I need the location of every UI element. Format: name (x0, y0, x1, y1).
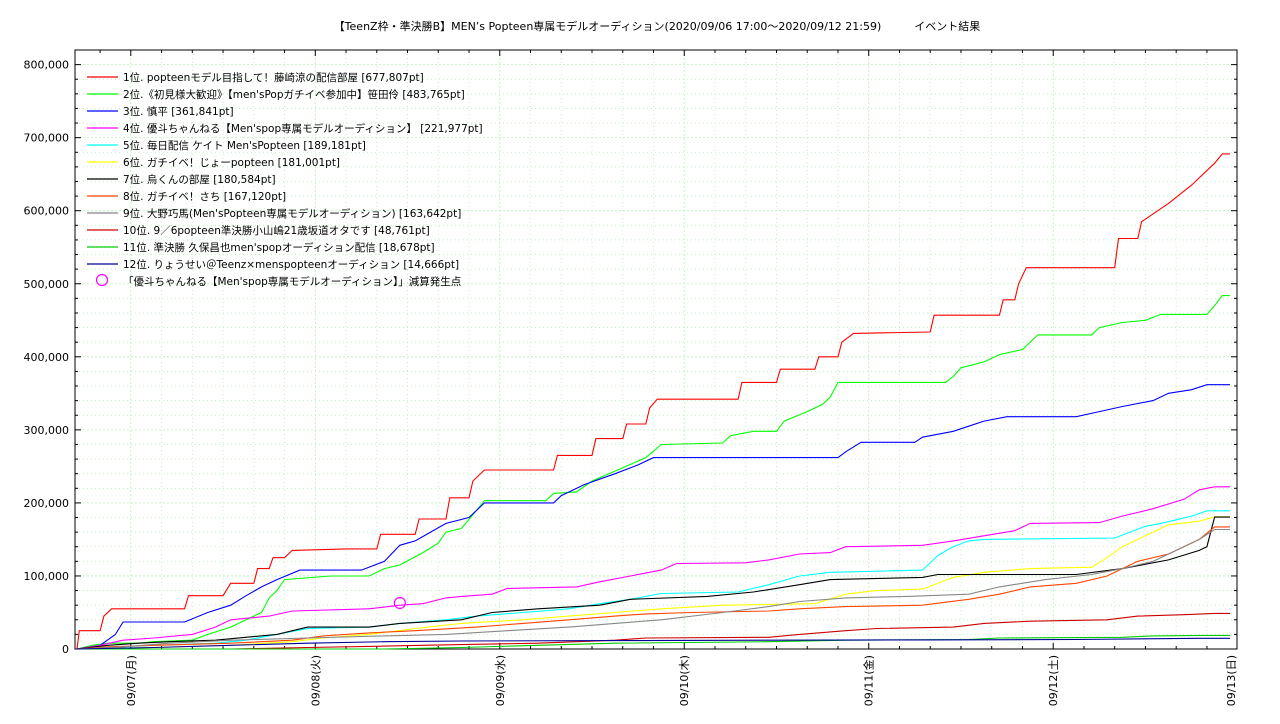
grid (75, 49, 1237, 649)
series-line-4 (76, 486, 1230, 650)
series-line-7 (76, 516, 1230, 650)
series-line-2 (76, 295, 1230, 650)
y-tick-label: 800,000 (24, 59, 70, 72)
legend-entry-11: 11位. 準決勝 久保昌也men'spopオーディション配信 [18,678pt… (123, 241, 435, 254)
legend-deduction-marker (95, 273, 109, 287)
legend-entry-12: 12位. りょうせい＠Teenz×menspopteenオーディション [14,… (123, 258, 459, 271)
legend: 1位. popteenモデル目指して！藤崎涼の配信部屋 [677,807pt] 2… (87, 71, 483, 288)
y-tick-label: 400,000 (24, 351, 70, 364)
y-tick-label: 500,000 (24, 278, 70, 291)
series-line-6 (76, 516, 1230, 650)
series-lines (76, 153, 1230, 650)
legend-entry-9: 9位. 大野巧馬(Men'sPopteen専属モデルオーディション) [163,… (123, 207, 461, 220)
y-tick-label: 100,000 (24, 570, 70, 583)
x-tick-label: 09/10(木) (678, 655, 691, 706)
legend-entry-3: 3位. 慎平 [361,841pt] (123, 105, 234, 118)
y-tick-label: 700,000 (24, 132, 70, 145)
plot-frame (74, 49, 1238, 650)
legend-entry-10: 10位. 9／6popteen準決勝小山嶋21歳坂道オタです [48,761pt… (123, 224, 430, 237)
legend-entry-5: 5位. 毎日配信 ケイト Men'sPopteen [189,181pt] (123, 139, 366, 152)
annotations (393, 596, 406, 610)
legend-deduction-label: 「優斗ちゃんねる【Men'spop専属モデルオーディション】」減算発生点 (123, 275, 461, 288)
series-line-1 (76, 153, 1230, 650)
legend-entry-6: 6位. ガチイベ！じょーpopteen [181,001pt] (123, 156, 340, 169)
y-tick-label: 300,000 (24, 424, 70, 437)
legend-entry-1: 1位. popteenモデル目指して！藤崎涼の配信部屋 [677,807pt] (123, 71, 424, 84)
x-tick-label: 09/11(金) (862, 655, 876, 706)
legend-entry-7: 7位. 烏くんの部屋 [180,584pt] (123, 173, 276, 186)
x-tick-label: 09/08(火) (309, 655, 322, 706)
y-tick-label: 0 (62, 643, 69, 656)
y-tick-label: 600,000 (24, 205, 70, 218)
series-line-3 (76, 384, 1230, 650)
x-tick-label: 09/07(月) (125, 655, 138, 706)
legend-entry-4: 4位. 優斗ちゃんねる【Men'spop専属モデルオーディション】 [221,9… (123, 122, 483, 135)
x-tick-label: 09/09(水) (494, 655, 507, 706)
y-tick-label: 200,000 (24, 497, 70, 510)
chart-title: 【TeenZ枠・準決勝B】MEN’s Popteen専属モデルオーディション(2… (334, 19, 981, 33)
legend-entry-8: 8位. ガチイベ！さち [167,120pt] (123, 190, 286, 203)
deduction-point-marker (393, 596, 406, 610)
x-tick-label: 09/13(日) (1225, 655, 1238, 706)
x-tick-label: 09/12(土) (1047, 655, 1060, 706)
series-line-9 (76, 528, 1230, 650)
series-line-10 (77, 612, 1230, 650)
series-line-12 (76, 637, 1230, 650)
legend-entry-2: 2位.《初見様大歓迎》【men'sPopガチイベ参加中】笹田伶 [483,765… (123, 88, 465, 101)
axes: 0 100,000 200,000 300,000 400,000 500,000 600,… (24, 49, 1238, 706)
series-line-5 (76, 510, 1230, 650)
